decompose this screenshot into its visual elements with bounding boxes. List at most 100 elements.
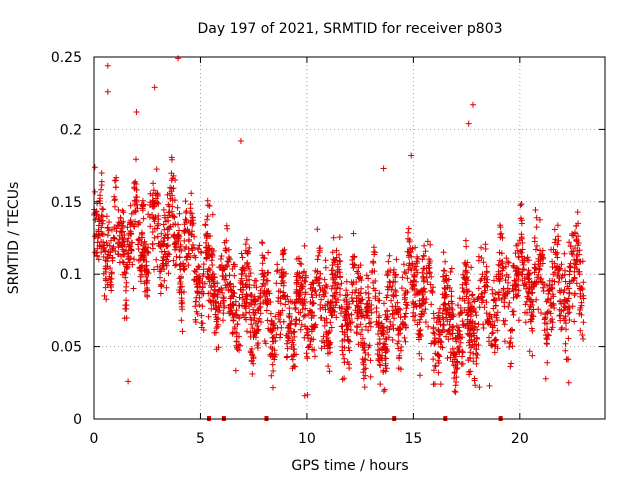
data-point: [513, 267, 520, 274]
data-point: [519, 235, 525, 242]
data-point: [119, 235, 126, 242]
data-point: [410, 277, 417, 284]
data-point: [309, 294, 316, 301]
data-point: [142, 288, 149, 295]
data-point: [443, 291, 450, 298]
data-point: [352, 289, 358, 296]
data-point: [562, 347, 569, 354]
data-point: [165, 270, 172, 277]
data-point: [567, 243, 574, 250]
data-point: [505, 279, 511, 286]
data-point: [288, 330, 295, 337]
data-point: [364, 312, 371, 319]
data-point: [411, 272, 418, 279]
data-point: [157, 281, 164, 288]
data-point: [240, 296, 246, 302]
data-point: [108, 284, 115, 290]
data-point: [132, 208, 139, 215]
data-point: [551, 239, 558, 246]
data-point: [340, 351, 346, 358]
data-point: [163, 243, 170, 250]
data-point: [353, 330, 360, 337]
data-point: [341, 375, 348, 382]
data-point: [298, 261, 305, 268]
data-point: [549, 291, 556, 298]
data-point: [544, 359, 551, 366]
data-point: [199, 273, 206, 280]
data-point: [133, 156, 139, 163]
data-point: [317, 270, 324, 277]
data-point: [380, 324, 387, 331]
data-point: [150, 197, 157, 204]
data-point: [137, 278, 144, 285]
data-point: [237, 342, 244, 349]
data-point: [421, 285, 428, 292]
data-point: [246, 244, 253, 251]
data-point: [97, 192, 103, 199]
data-point: [390, 292, 397, 299]
data-point: [549, 258, 556, 265]
data-point: [196, 242, 203, 249]
data-point: [393, 308, 400, 315]
data-point: [194, 289, 201, 296]
data-point: [163, 284, 170, 291]
data-point: [103, 296, 110, 303]
data-point: [555, 233, 562, 240]
data-point: [336, 234, 343, 241]
data-point: [199, 290, 205, 297]
data-point: [260, 280, 267, 287]
data-point: [315, 280, 322, 287]
data-point: [576, 310, 583, 317]
data-point: [296, 317, 303, 324]
data-point: [465, 323, 472, 330]
data-point: [419, 256, 426, 263]
data-point: [209, 254, 216, 260]
data-point: [279, 272, 286, 278]
data-point: [479, 294, 486, 301]
data-point: [333, 247, 340, 254]
data-point: [156, 268, 163, 275]
chart-title: Day 197 of 2021, SRMTID for receiver p80…: [197, 21, 502, 37]
data-point: [427, 241, 434, 248]
data-point: [480, 325, 487, 331]
data-point: [345, 337, 352, 344]
data-point: [394, 299, 401, 306]
data-point: [440, 273, 446, 280]
data-point: [522, 301, 529, 308]
data-point: [114, 251, 121, 258]
data-point: [214, 280, 221, 287]
data-point: [109, 226, 115, 233]
data-point: [217, 256, 224, 262]
data-point: [377, 362, 384, 369]
data-point: [463, 263, 470, 270]
data-point: [341, 344, 348, 351]
data-point: [166, 224, 172, 231]
data-point: [176, 254, 183, 261]
data-point: [153, 166, 160, 173]
data-point: [367, 357, 374, 364]
data-point: [388, 297, 395, 304]
data-point: [138, 201, 145, 208]
data-point: [417, 327, 424, 333]
data-point: [440, 267, 447, 274]
data-point: [118, 229, 125, 236]
data-point: [421, 253, 427, 260]
data-point: [503, 255, 510, 262]
data-point: [387, 267, 394, 274]
data-point: [329, 249, 336, 256]
data-point: [288, 318, 295, 324]
data-point: [480, 297, 486, 304]
data-point: [329, 271, 336, 278]
data-point: [179, 306, 186, 313]
data-point: [487, 321, 494, 328]
data-point: [337, 274, 343, 281]
data-point: [400, 261, 407, 268]
data-point: [549, 319, 556, 326]
data-point: [256, 315, 263, 322]
data-point: [227, 280, 234, 287]
data-point: [243, 316, 250, 323]
data-point: [438, 339, 445, 346]
data-point: [217, 300, 224, 307]
data-point: [526, 270, 533, 277]
data-point: [515, 287, 522, 294]
